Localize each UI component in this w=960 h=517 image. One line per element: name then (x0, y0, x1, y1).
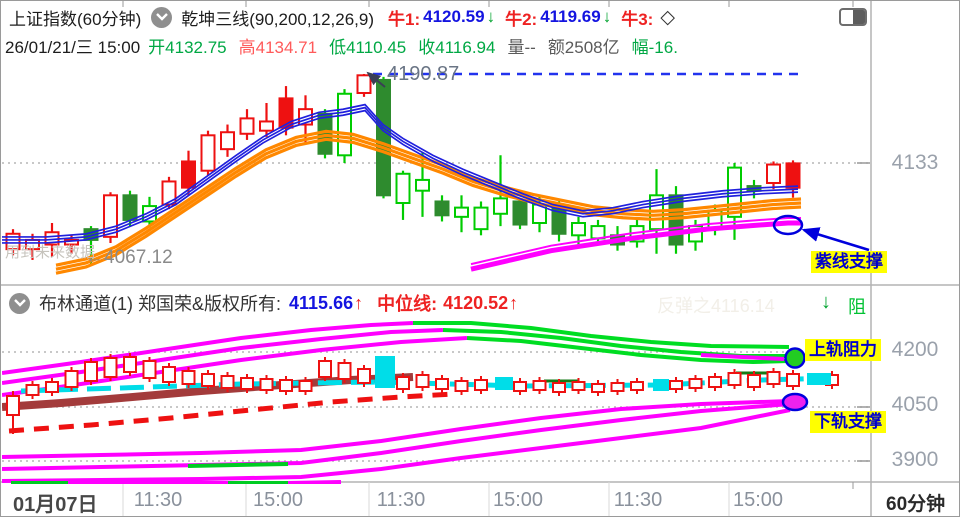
bollinger-title: 布林通道(1) 郑国荣&版权所有: (39, 294, 282, 314)
bollinger-up-arrow-icon: ↑ (354, 292, 364, 313)
y-axis-label-4133: 4133 (891, 151, 939, 174)
collapse-main-panel-icon[interactable] (151, 6, 173, 28)
bar-datetime: 26/01/21/三 15:00 (5, 37, 141, 57)
time-axis-label: 15:00 (732, 489, 784, 511)
high-value: 高4134.71 (238, 37, 318, 57)
high-price-label: 4190.87 (387, 63, 460, 85)
bollinger-header: 布林通道(1) 郑国荣&版权所有: 4115.66 ↑ 中位线: 4120.52… (1, 289, 532, 317)
future-data-watermark: 用到未来数据 (5, 244, 96, 261)
bull2-value: 4119.69 (540, 7, 601, 26)
volume-value: 量-- (507, 37, 536, 57)
bull1-label: 牛1: (388, 9, 421, 29)
time-axis-label: 11:30 (376, 489, 426, 511)
clipped-resistance-char: 阻 (848, 297, 866, 317)
header-down-arrow-icon: ↓ (821, 291, 831, 313)
time-axis-label: 15:00 (492, 489, 544, 511)
bollinger-chart-canvas[interactable] (1, 317, 871, 482)
y-axis-label-4050: 4050 (891, 393, 939, 416)
low-price-label: ←4067.12 (85, 247, 173, 268)
collapse-bollinger-panel-icon[interactable] (9, 292, 30, 314)
upper-resistance-label: 上轨阻力 (805, 339, 881, 361)
time-axis-label: 11:30 (613, 489, 663, 511)
bull3-label: 牛3: (621, 9, 654, 29)
midline-up-arrow-icon: ↑ (509, 292, 519, 313)
time-axis-date: 01月07日 (13, 494, 98, 516)
bull2-down-arrow-icon: ↓ (602, 7, 612, 26)
time-axis-label: 11:30 (133, 489, 183, 511)
low-value: 低4110.45 (329, 37, 407, 57)
panel-toggle-icon[interactable] (839, 8, 867, 26)
amount-value: 额2508亿 (547, 37, 620, 57)
midline-label: 中位线: (377, 294, 438, 314)
hidden-watermark-text: 反弹之4116.14 (657, 296, 775, 316)
midline-value: 4120.52 (443, 292, 509, 313)
diamond-marker-icon: ◇ (660, 6, 675, 28)
y-axis-label-4200: 4200 (891, 338, 939, 361)
indicator-name: 乾坤三线(90,200,12,26,9) (181, 9, 374, 29)
quote-bar: 26/01/21/三 15:00 开4132.75 高4134.71 低4110… (1, 32, 690, 58)
main-header: 上证指数(60分钟) 乾坤三线(90,200,12,26,9) 牛1: 4120… (1, 4, 675, 30)
page-title: 上证指数(60分钟) (9, 9, 142, 29)
bollinger-value: 4115.66 (289, 292, 354, 313)
purple-support-label: 紫线支撑 (811, 251, 887, 273)
lower-support-label: 下轨支撑 (810, 411, 886, 433)
bull2-label: 牛2: (505, 9, 538, 29)
y-axis-label-3900: 3900 (891, 448, 939, 471)
open-value: 开4132.75 (148, 37, 227, 57)
close-value: 收4116.94 (418, 37, 496, 57)
bull1-down-arrow-icon: ↓ (486, 7, 496, 26)
period-label: 60分钟 (886, 494, 946, 515)
time-axis-label: 15:00 (252, 489, 304, 511)
range-value: 幅-16. (631, 37, 678, 57)
bull1-value: 4120.59 (423, 7, 485, 26)
